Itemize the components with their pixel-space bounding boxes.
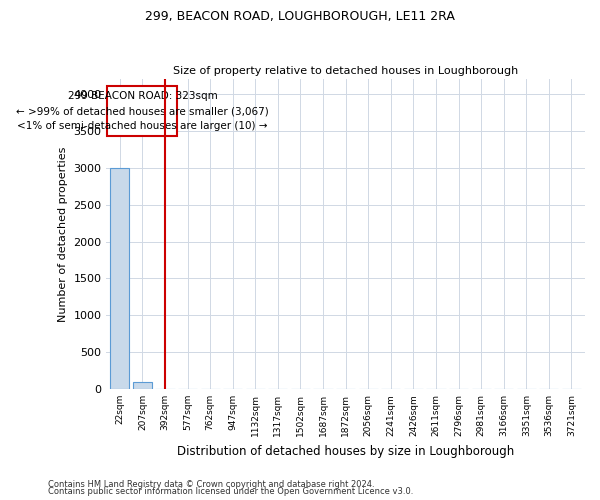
FancyBboxPatch shape — [107, 86, 178, 136]
Text: 299, BEACON ROAD, LOUGHBOROUGH, LE11 2RA: 299, BEACON ROAD, LOUGHBOROUGH, LE11 2RA — [145, 10, 455, 23]
Text: ← >99% of detached houses are smaller (3,067): ← >99% of detached houses are smaller (3… — [16, 106, 269, 116]
Text: Contains public sector information licensed under the Open Government Licence v3: Contains public sector information licen… — [48, 488, 413, 496]
Bar — [133, 382, 152, 389]
X-axis label: Distribution of detached houses by size in Loughborough: Distribution of detached houses by size … — [177, 444, 514, 458]
Text: <1% of semi-detached houses are larger (10) →: <1% of semi-detached houses are larger (… — [17, 121, 268, 131]
Y-axis label: Number of detached properties: Number of detached properties — [58, 146, 68, 322]
Bar — [110, 168, 130, 389]
Text: 299 BEACON ROAD: 323sqm: 299 BEACON ROAD: 323sqm — [68, 92, 217, 102]
Text: Contains HM Land Registry data © Crown copyright and database right 2024.: Contains HM Land Registry data © Crown c… — [48, 480, 374, 489]
Title: Size of property relative to detached houses in Loughborough: Size of property relative to detached ho… — [173, 66, 518, 76]
